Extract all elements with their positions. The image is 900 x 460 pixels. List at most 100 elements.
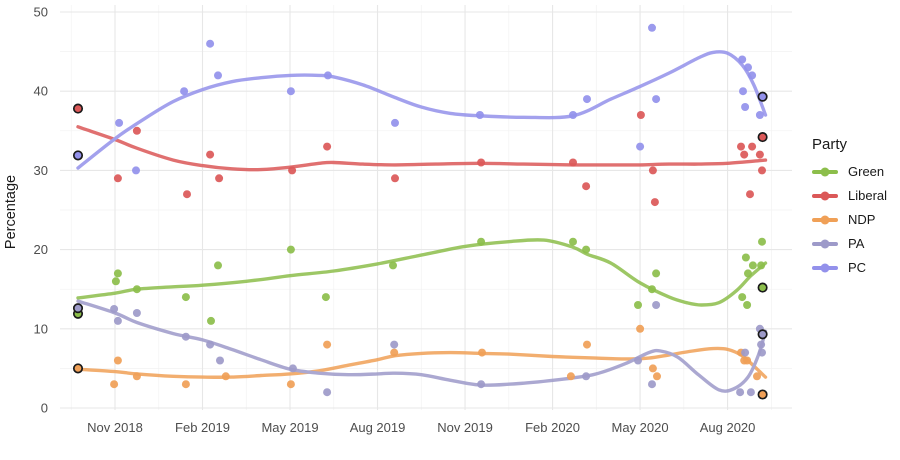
y-axis-title: Percentage [3, 175, 19, 249]
poll-point [741, 103, 750, 111]
points-liberal [113, 111, 766, 207]
poll-point [648, 166, 657, 175]
poll-point [741, 348, 750, 357]
poll-point [743, 356, 752, 365]
poll-point [755, 111, 764, 119]
poll-points [110, 23, 766, 397]
election-point-pa [757, 329, 768, 340]
poll-point [652, 269, 661, 278]
legend-title: Party [812, 136, 848, 153]
poll-point [743, 301, 752, 309]
points-pc [115, 23, 764, 175]
legend-item-green: Green [812, 165, 900, 178]
poll-point [321, 293, 330, 302]
poll-point [634, 356, 642, 365]
poll-point [569, 158, 577, 167]
x-tick-label: Nov 2019 [437, 420, 493, 435]
poll-point [648, 23, 656, 32]
poll-point [740, 150, 749, 159]
legend-item-ndp: NDP [812, 213, 900, 226]
poll-point [111, 277, 120, 286]
poll-point [286, 245, 295, 254]
poll-point [391, 174, 399, 183]
election-points [72, 91, 768, 400]
legend-key-line-and-point-icon [812, 191, 838, 200]
poll-point [113, 269, 122, 278]
x-tick-label: Feb 2020 [525, 420, 580, 435]
poll-point [757, 340, 766, 349]
poll-point [132, 309, 141, 317]
legend-key-line-and-point-icon [812, 263, 838, 272]
poll-point [753, 372, 761, 381]
poll-point [110, 305, 119, 313]
y-tick-label: 0 [41, 401, 48, 416]
legend-items: Green Liberal NDP PA PC [812, 165, 900, 274]
poll-point [214, 261, 222, 270]
poll-point [323, 340, 332, 349]
poll-point [390, 348, 399, 357]
x-tick-label: Feb 2019 [175, 420, 230, 435]
poll-point [748, 142, 757, 151]
poll-point [323, 388, 332, 397]
trend-lines [76, 50, 768, 393]
poll-point [736, 388, 745, 397]
poll-point [583, 340, 591, 349]
poll-point [758, 237, 766, 246]
poll-point [183, 190, 191, 199]
election-point-ndp [72, 363, 84, 374]
poll-point [566, 372, 575, 381]
y-tick-label: 20 [34, 242, 48, 257]
poll-point [181, 332, 190, 341]
poll-point [475, 111, 484, 119]
x-tick-label: Nov 2018 [87, 420, 143, 435]
points-pa [110, 301, 766, 397]
legend-key-line-and-point-icon [812, 215, 838, 224]
poll-point [389, 261, 397, 270]
poll-point [741, 253, 750, 262]
poll-point [207, 316, 215, 325]
election-point-green [757, 282, 768, 293]
poll-point [636, 111, 645, 119]
poll-point [569, 237, 577, 246]
poll-point [132, 372, 141, 381]
legend-key-dot [820, 263, 830, 272]
election-point-liberal [757, 132, 768, 143]
legend-key-dot [820, 239, 830, 248]
poll-point [582, 182, 591, 191]
poll-point [323, 142, 332, 151]
poll-point [569, 111, 577, 119]
poll-point [739, 87, 747, 96]
poll-point [286, 87, 295, 96]
x-tick-label: May 2020 [612, 420, 669, 435]
poll-point [746, 388, 755, 397]
election-point-pa [72, 303, 84, 314]
poll-point [181, 293, 190, 302]
poll-point [758, 166, 766, 175]
trend-line-green [76, 238, 768, 307]
poll-point [652, 95, 661, 104]
poll-point [748, 261, 757, 270]
points-ndp [110, 324, 761, 389]
poll-point [216, 356, 224, 365]
legend-key-line-and-point-icon [812, 167, 838, 176]
legend-key-line-and-point-icon [812, 239, 838, 248]
poll-point [634, 301, 642, 309]
poll-point [582, 372, 591, 381]
x-tick-label: Aug 2019 [350, 420, 406, 435]
x-tick-label: May 2019 [261, 420, 318, 435]
poll-point [653, 372, 661, 381]
legend-key-dot [820, 191, 830, 200]
poll-point [477, 380, 486, 389]
poll-point [206, 39, 215, 48]
poll-point [113, 316, 122, 325]
poll-point [477, 158, 486, 167]
legend-item-pc: PC [812, 261, 900, 274]
poll-point [113, 174, 122, 183]
poll-point [755, 150, 764, 159]
poll-point [648, 364, 657, 373]
poll-point [636, 324, 645, 333]
poll-point [477, 237, 486, 246]
election-point-ndp [757, 389, 768, 400]
legend-key-dot [820, 215, 830, 224]
